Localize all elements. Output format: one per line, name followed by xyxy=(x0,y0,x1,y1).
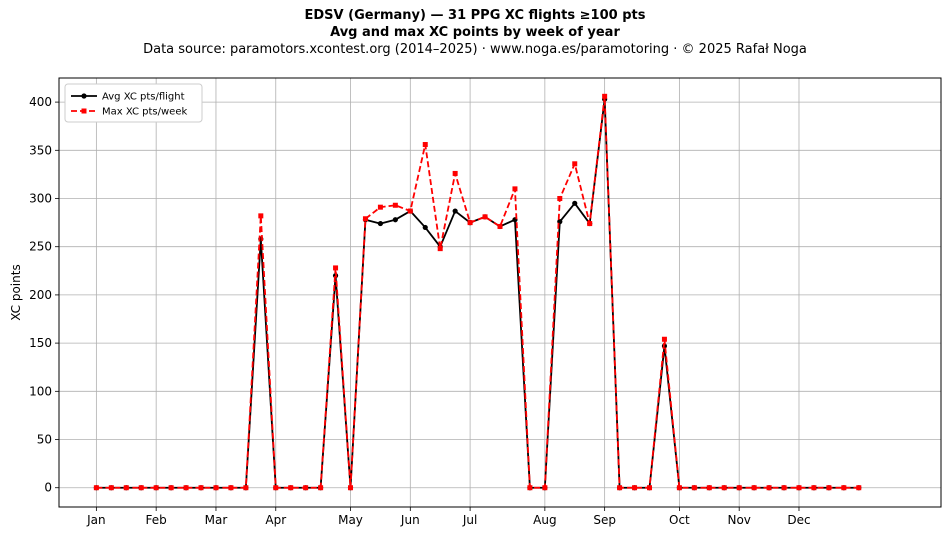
x-tick-label: May xyxy=(338,513,363,527)
data-point xyxy=(721,485,727,491)
data-point xyxy=(392,217,398,223)
data-point xyxy=(138,485,144,491)
legend-marker xyxy=(81,108,87,114)
data-point xyxy=(632,485,638,491)
data-point xyxy=(572,161,578,167)
data-point xyxy=(602,93,608,99)
y-tick-label: 300 xyxy=(29,192,52,206)
y-tick-label: 200 xyxy=(29,288,52,302)
y-tick-label: 400 xyxy=(29,95,52,109)
chart-title: EDSV (Germany) — 31 PPG XC flights ≥100 … xyxy=(304,8,646,23)
data-point xyxy=(153,485,159,491)
data-point xyxy=(482,214,488,220)
data-point xyxy=(93,485,99,491)
x-tick-label: Jan xyxy=(86,513,106,527)
chart-source: Data source: paramotors.xcontest.org (20… xyxy=(143,42,807,57)
data-point xyxy=(796,485,802,491)
data-point xyxy=(392,202,398,208)
y-axis: 0 50 100 150 200 250 300 350 400 xyxy=(29,95,59,495)
series-line xyxy=(96,95,859,489)
x-tick-label: Oct xyxy=(669,513,690,527)
data-point xyxy=(123,485,129,491)
x-tick-label: Dec xyxy=(787,513,810,527)
plot-frame xyxy=(58,77,942,508)
x-tick-label: Feb xyxy=(146,513,167,527)
data-point xyxy=(437,246,443,252)
data-point xyxy=(661,336,667,342)
data-point xyxy=(348,485,354,491)
data-point xyxy=(542,485,548,491)
data-point xyxy=(108,485,114,491)
data-point xyxy=(856,485,862,491)
legend-marker xyxy=(81,93,87,99)
data-point xyxy=(303,485,309,491)
data-point xyxy=(841,485,847,491)
x-tick-label: Jul xyxy=(462,513,477,527)
data-point xyxy=(377,220,384,227)
x-axis: Jan Feb Mar Apr May Jun Jul Aug Sep Oct Nov Dec xyxy=(86,507,811,527)
y-tick-label: 250 xyxy=(29,240,52,254)
y-tick-label: 0 xyxy=(44,481,52,495)
x-tick-label: Jun xyxy=(400,513,420,527)
data-point xyxy=(676,485,682,491)
data-point xyxy=(228,485,234,491)
chart-subtitle: Avg and max XC points by week of year xyxy=(330,25,620,40)
data-point xyxy=(736,485,742,491)
data-point xyxy=(288,485,294,491)
legend-label: Avg XC pts/flight xyxy=(102,92,185,103)
data-point xyxy=(706,485,712,491)
data-point xyxy=(781,485,787,491)
data-point xyxy=(572,200,578,206)
legend: Avg XC pts/flight Max XC pts/week xyxy=(64,83,203,123)
y-tick-label: 150 xyxy=(29,336,52,350)
data-point xyxy=(497,223,503,229)
data-point xyxy=(811,485,817,491)
data-point xyxy=(258,213,264,219)
data-point xyxy=(213,485,219,491)
data-point xyxy=(587,221,593,227)
x-tick-label: Mar xyxy=(205,513,228,527)
data-point xyxy=(557,196,563,202)
x-tick-label: Apr xyxy=(265,513,286,527)
data-point xyxy=(183,485,189,491)
series-line xyxy=(96,98,859,489)
data-point xyxy=(422,224,428,231)
legend-box xyxy=(64,83,203,123)
data-point xyxy=(407,208,413,214)
data-point xyxy=(333,265,339,271)
data-point xyxy=(318,485,324,491)
data-point xyxy=(467,220,473,226)
data-point xyxy=(452,170,458,176)
data-point xyxy=(691,485,697,491)
data-point xyxy=(377,204,383,210)
data-point xyxy=(422,142,428,148)
legend-label: Max XC pts/week xyxy=(102,107,187,118)
data-point xyxy=(168,485,174,491)
y-axis-label: XC points xyxy=(9,264,23,320)
data-point xyxy=(527,485,533,491)
data-point xyxy=(362,216,368,222)
chart-titles: EDSV (Germany) — 31 PPG XC flights ≥100 … xyxy=(0,7,950,58)
y-tick-label: 350 xyxy=(29,143,52,157)
x-tick-label: Sep xyxy=(593,513,616,527)
y-tick-label: 100 xyxy=(29,384,52,398)
data-point xyxy=(243,485,249,491)
data-point xyxy=(452,208,458,214)
data-point xyxy=(766,485,772,491)
data-point xyxy=(512,186,518,192)
data-point xyxy=(198,485,204,491)
grid-lines xyxy=(59,78,941,507)
data-point xyxy=(617,485,623,491)
data-point xyxy=(273,485,279,491)
data-point xyxy=(646,485,652,491)
series-max xyxy=(93,93,862,491)
series-avg xyxy=(93,96,862,491)
series-layer xyxy=(93,93,862,491)
x-tick-label: Nov xyxy=(727,513,750,527)
x-tick-label: Aug xyxy=(533,513,556,527)
data-point xyxy=(826,485,832,491)
y-tick-label: 50 xyxy=(37,433,52,447)
data-point xyxy=(751,485,757,491)
